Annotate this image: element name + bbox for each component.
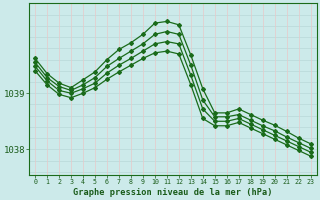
X-axis label: Graphe pression niveau de la mer (hPa): Graphe pression niveau de la mer (hPa) <box>73 188 273 197</box>
